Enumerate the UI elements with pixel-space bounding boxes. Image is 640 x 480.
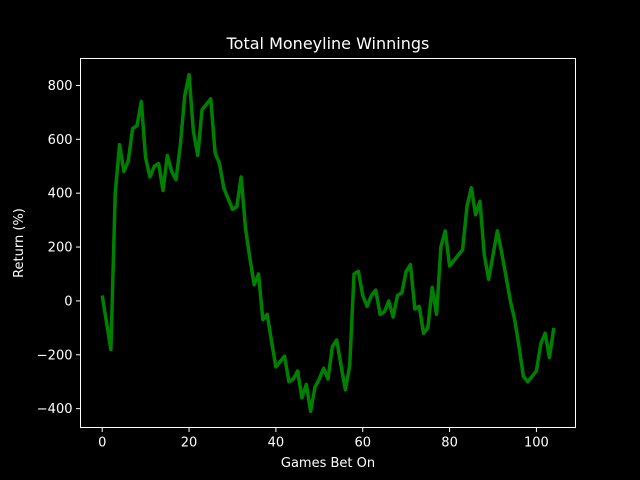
y-tick-label: 800 xyxy=(48,79,73,94)
x-axis: 0 20 40 60 80 100 xyxy=(98,427,549,451)
y-tick-label: 600 xyxy=(48,133,73,148)
y-tick-label: −200 xyxy=(37,348,73,363)
x-axis-label: Games Bet On xyxy=(281,456,375,471)
plot-area xyxy=(100,72,556,414)
x-tick-label: 0 xyxy=(98,436,106,451)
x-tick-label: 80 xyxy=(441,436,458,451)
y-tick-label: 400 xyxy=(48,187,73,202)
y-tick-label: 200 xyxy=(48,241,73,256)
y-tick-label: 0 xyxy=(64,294,72,309)
x-tick-label: 60 xyxy=(354,436,371,451)
y-axis-label: Return (%) xyxy=(12,208,27,278)
x-tick-label: 40 xyxy=(268,436,285,451)
series-line-0 xyxy=(100,72,556,414)
x-tick-label: 20 xyxy=(181,436,198,451)
x-tick-label: 100 xyxy=(524,436,549,451)
y-axis: −400 −200 0 200 400 600 800 xyxy=(37,79,81,417)
y-tick-label: −400 xyxy=(37,402,73,417)
chart-title: Total Moneyline Winnings xyxy=(226,34,430,53)
axes-frame xyxy=(80,58,576,428)
